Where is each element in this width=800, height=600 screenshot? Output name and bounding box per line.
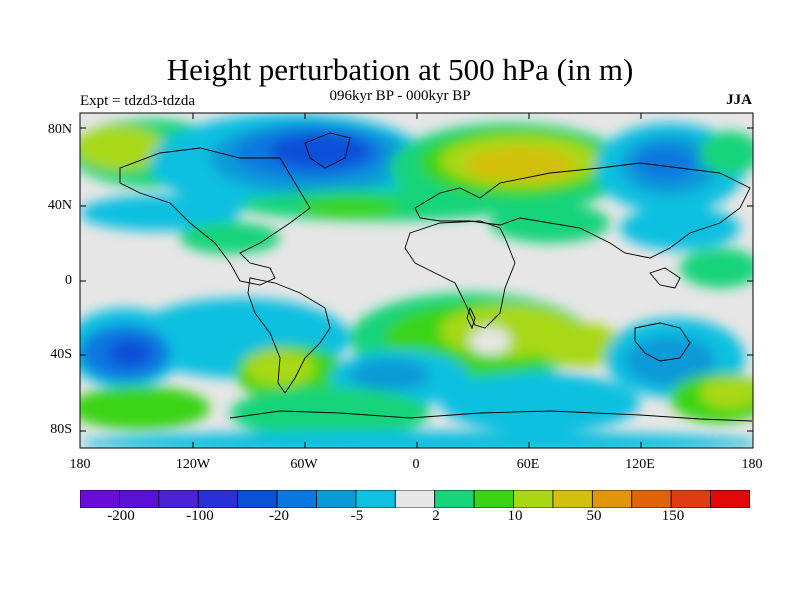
lat-label: 40N — [47, 198, 72, 213]
lon-label: 180 — [69, 457, 91, 472]
colorbar-swatch — [631, 490, 672, 508]
map-title: Height perturbation at 500 hPa (in m) — [166, 52, 634, 87]
lon-label: 60W — [290, 457, 318, 472]
colorbar-swatch — [513, 490, 554, 508]
colorbar-label: -200 — [107, 508, 135, 524]
colorbar-swatch — [80, 490, 120, 508]
map-panel — [80, 113, 753, 448]
lat-label: 0 — [65, 273, 72, 288]
colorbar-swatch — [591, 490, 633, 508]
map-subtitle: 096kyr BP - 000kyr BP — [329, 88, 471, 104]
lon-label: 180 — [741, 457, 763, 472]
experiment-label: Expt = tdzd3-tdzda — [80, 93, 196, 109]
colorbar-label: -5 — [350, 508, 364, 524]
colorbar-label: -20 — [269, 508, 289, 524]
colorbar-swatch — [394, 490, 436, 508]
colorbar — [80, 490, 750, 508]
colorbar-swatch — [276, 490, 317, 508]
lon-label: 120E — [625, 457, 655, 472]
lat-label: 80S — [50, 422, 72, 437]
colorbar-swatch — [237, 490, 278, 508]
colorbar-swatch — [119, 490, 160, 508]
colorbar-label: 2 — [432, 508, 440, 524]
colorbar-swatch — [670, 490, 711, 508]
coastlines — [119, 132, 753, 422]
colorbar-label: 150 — [661, 508, 685, 524]
map-frame — [79, 112, 754, 449]
colorbar-swatch — [710, 490, 750, 508]
colorbar-label: 10 — [507, 508, 523, 524]
lon-label: 60E — [516, 457, 540, 472]
lat-label: 40S — [50, 347, 72, 362]
colorbar-swatch — [158, 490, 199, 508]
lat-label: 80N — [47, 122, 72, 137]
lon-label: 0 — [412, 457, 420, 472]
colorbar-label: 50 — [586, 508, 602, 524]
colorbar-swatch — [355, 490, 396, 508]
colorbar-swatch — [434, 490, 475, 508]
colorbar-swatch — [552, 490, 593, 508]
colorbar-swatch — [197, 490, 239, 508]
season-label: JJA — [726, 92, 752, 108]
lon-label: 120W — [175, 457, 211, 472]
colorbar-swatch — [473, 490, 514, 508]
colorbar-label: -100 — [186, 508, 214, 524]
colorbar-swatch — [316, 490, 357, 508]
